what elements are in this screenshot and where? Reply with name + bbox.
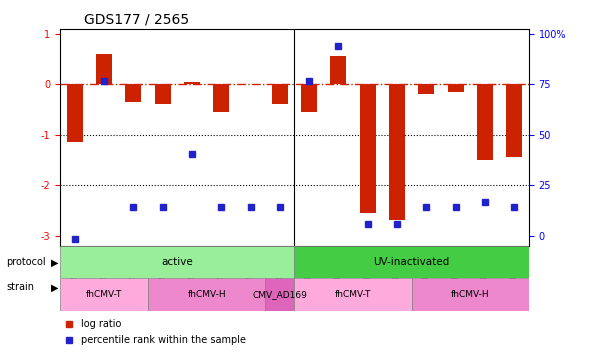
Bar [477, 84, 493, 160]
Bar [67, 84, 83, 142]
Text: percentile rank within the sample: percentile rank within the sample [81, 335, 246, 345]
Bar [448, 84, 464, 92]
Bar [96, 54, 112, 84]
Bar [359, 84, 376, 213]
FancyBboxPatch shape [294, 246, 529, 278]
Bar [506, 84, 522, 157]
Text: fhCMV-T: fhCMV-T [86, 290, 122, 299]
Bar [331, 56, 347, 84]
Bar [213, 84, 230, 112]
FancyBboxPatch shape [148, 278, 265, 311]
Text: fhCMV-H: fhCMV-H [188, 290, 226, 299]
Bar [125, 84, 141, 102]
FancyBboxPatch shape [412, 278, 529, 311]
Text: active: active [162, 257, 193, 267]
Bar [301, 84, 317, 112]
Bar [154, 84, 171, 104]
Text: ▶: ▶ [51, 282, 58, 292]
Text: GDS177 / 2565: GDS177 / 2565 [84, 12, 189, 26]
FancyBboxPatch shape [60, 278, 148, 311]
FancyBboxPatch shape [294, 278, 412, 311]
Text: fhCMV-T: fhCMV-T [335, 290, 371, 299]
Text: log ratio: log ratio [81, 320, 121, 330]
Text: UV-inactivated: UV-inactivated [374, 257, 450, 267]
Text: ▶: ▶ [51, 257, 58, 267]
Text: strain: strain [6, 282, 34, 292]
Bar [418, 84, 435, 94]
Bar [272, 84, 288, 104]
Text: CMV_AD169: CMV_AD169 [252, 290, 307, 299]
Text: protocol: protocol [6, 257, 46, 267]
Bar [389, 84, 405, 220]
Text: fhCMV-H: fhCMV-H [451, 290, 490, 299]
FancyBboxPatch shape [265, 278, 294, 311]
FancyBboxPatch shape [60, 246, 294, 278]
Bar [184, 81, 200, 84]
